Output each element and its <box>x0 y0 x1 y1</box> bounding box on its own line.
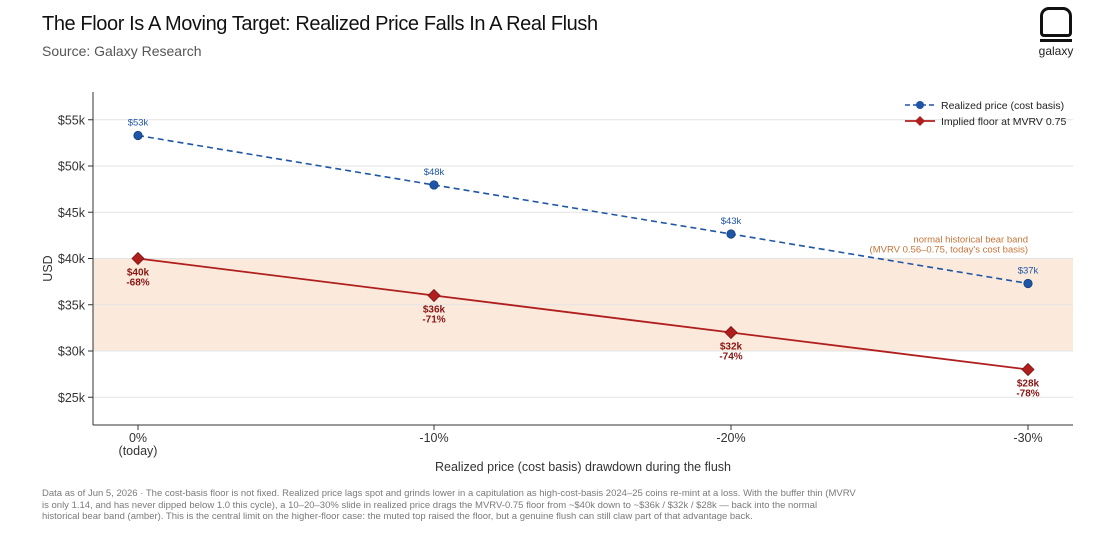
bear-band-sublabel: (MVRV 0.56–0.75, today's cost basis) <box>870 245 1028 256</box>
realized-price-point <box>133 130 143 141</box>
x-axis-label: Realized price (cost basis) drawdown dur… <box>435 460 731 474</box>
y-axis-label: USD <box>41 255 55 281</box>
implied-floor-point <box>724 325 738 340</box>
legend-label-implied-floor: Implied floor at MVRV 0.75 <box>941 116 1066 128</box>
y-tick-label: $25k <box>58 391 86 405</box>
x-tick-label: 0% <box>129 431 147 445</box>
x-tick-label: -30% <box>1013 431 1042 445</box>
x-tick-label: -10% <box>419 431 448 445</box>
implied-floor-pct-label: -71% <box>422 315 445 326</box>
bear-band-label: normal historical bear band <box>913 235 1028 246</box>
chart-source: Source: Galaxy Research <box>42 43 202 59</box>
realized-price-point <box>1023 278 1033 289</box>
galaxy-logo-text: galaxy <box>1038 44 1074 58</box>
implied-floor-point <box>427 288 441 303</box>
legend-marker-realized-price <box>916 101 924 109</box>
realized-price-data-label: $37k <box>1018 265 1039 276</box>
realized-price-point <box>429 180 439 190</box>
implied-floor-pct-label: -78% <box>1016 389 1039 400</box>
galaxy-logo-icon <box>1040 7 1072 37</box>
legend-marker-implied-floor <box>915 116 925 126</box>
series-line-implied-floor <box>137 257 1029 371</box>
implied-floor-data-label: $28k <box>1017 379 1040 390</box>
implied-floor-pct-label: -68% <box>126 278 149 289</box>
realized-price-data-label: $53k <box>128 117 149 128</box>
x-tick-label: (today) <box>119 444 158 458</box>
implied-floor-data-label: $40k <box>127 268 150 279</box>
y-tick-label: $30k <box>58 345 86 359</box>
y-tick-label: $35k <box>58 298 86 312</box>
series-line-realized-price <box>137 134 1029 285</box>
realized-price-data-label: $48k <box>424 167 445 178</box>
legend-label-realized-price: Realized price (cost basis) <box>941 100 1064 112</box>
realized-price-data-label: $43k <box>721 216 742 227</box>
realized-price-point <box>726 229 736 239</box>
implied-floor-data-label: $32k <box>720 342 743 353</box>
chart-footnote: Data as of Jun 5, 2026 · The cost-basis … <box>42 488 856 522</box>
galaxy-logo: galaxy <box>1036 5 1078 60</box>
implied-floor-point <box>1021 362 1035 377</box>
y-tick-label: $45k <box>58 206 86 220</box>
implied-floor-pct-label: -74% <box>719 352 742 363</box>
implied-floor-point <box>131 251 145 266</box>
y-tick-label: $50k <box>58 160 86 174</box>
galaxy-logo-bar <box>1040 39 1072 42</box>
y-tick-label: $40k <box>58 252 86 266</box>
x-tick-label: -20% <box>716 431 745 445</box>
page-title: The Floor Is A Moving Target: Realized P… <box>42 13 598 35</box>
y-tick-label: $55k <box>58 113 86 127</box>
implied-floor-data-label: $36k <box>423 305 446 316</box>
